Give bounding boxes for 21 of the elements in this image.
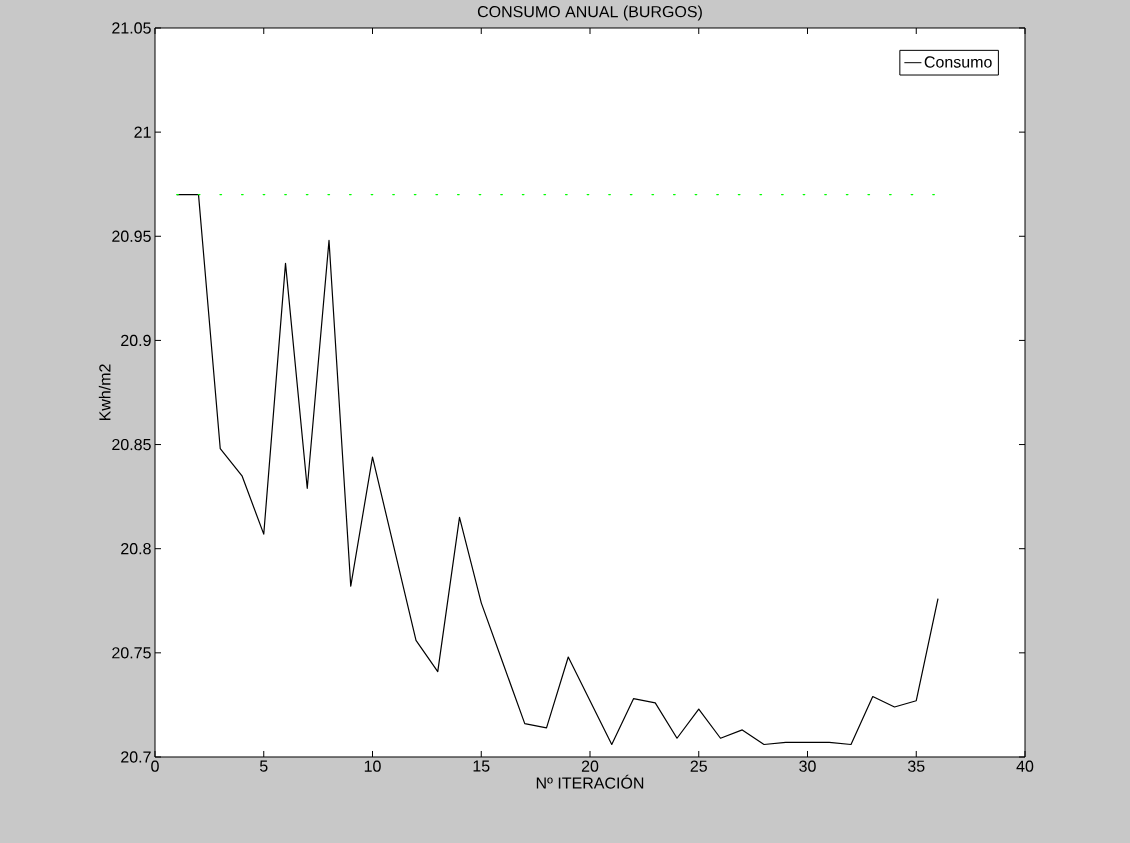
- y-tick-label: 21: [134, 126, 151, 138]
- x-tick-label: 30: [799, 760, 816, 772]
- x-tick-label: 40: [1016, 760, 1034, 772]
- x-tick-label: 20: [581, 760, 599, 772]
- legend-label: Consumo: [924, 56, 992, 68]
- y-tick-label: 20.9: [121, 334, 151, 347]
- x-tick-label: 5: [259, 760, 268, 772]
- y-tick-label: 20.85: [112, 438, 151, 451]
- y-tick-label: 21.05: [112, 22, 151, 34]
- x-tick-label: 15: [473, 760, 490, 772]
- chart-title: CONSUMO ANUAL (BURGOS): [477, 5, 702, 21]
- x-tick-label: 35: [907, 760, 925, 772]
- y-tick-label: 20.95: [112, 230, 151, 242]
- y-tick-label: 20.8: [121, 543, 151, 555]
- y-tick-label: 20.7: [121, 751, 151, 763]
- x-tick-label: 0: [151, 760, 159, 772]
- y-tick-label: 20.75: [112, 647, 151, 659]
- x-tick-label: 25: [690, 760, 707, 772]
- x-tick-label: 10: [364, 760, 381, 772]
- y-axis-title: Kwh/m2: [98, 364, 111, 421]
- x-axis-title: Nº ITERACIÓN: [536, 774, 644, 789]
